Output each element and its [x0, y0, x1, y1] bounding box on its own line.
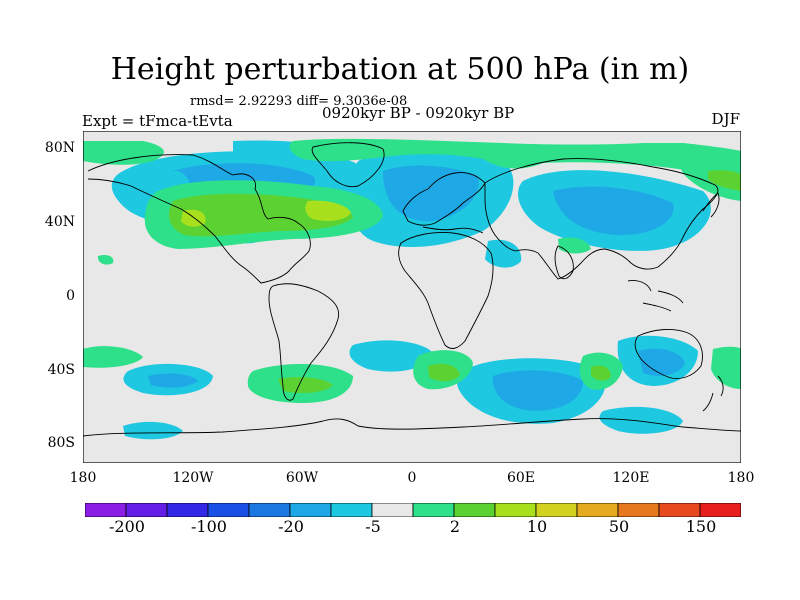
- siberia-blue-core: [553, 186, 674, 236]
- india-coast: [554, 245, 574, 280]
- south-america-green-mid: [278, 377, 333, 393]
- colorbar-cell-14: [658, 503, 701, 517]
- south-indian-blue-core: [492, 370, 583, 411]
- lon-label-180e: 180: [727, 470, 755, 486]
- south-america-coast: [268, 283, 340, 401]
- east-asia-green-mid: [708, 170, 741, 191]
- australia-coast: [634, 329, 703, 379]
- antarctic-pacific-blue: [599, 406, 683, 434]
- experiment-label: Expt = tFmca-tEvta: [82, 112, 233, 130]
- colorbar-cell-11: [535, 503, 578, 517]
- lon-label-60w: 60W: [285, 470, 319, 486]
- south-pacific-blue-1-core: [148, 373, 198, 388]
- north-america-yellow-core: [305, 200, 351, 221]
- lat-label-80s: 80S: [47, 435, 75, 451]
- africa-coast: [398, 232, 494, 349]
- colorbar-label-neg5: -5: [365, 517, 381, 536]
- colorbar-cell-4: [248, 503, 291, 517]
- greenland-coast: [311, 142, 385, 188]
- south-atlantic-green-mid: [428, 363, 460, 382]
- new-zealand-coast: [702, 375, 724, 412]
- southeast-asia-islands: [627, 280, 684, 312]
- colorbar-cell-2: [166, 503, 209, 517]
- colorbar-cell-5: [289, 503, 332, 517]
- south-pacific-green-west: [83, 346, 143, 368]
- lon-label-120e: 120E: [612, 470, 650, 486]
- colorbar-cell-13: [617, 503, 660, 517]
- lon-label-0: 0: [407, 470, 417, 486]
- colorbar-cell-12: [576, 503, 619, 517]
- arctic-west-green: [83, 141, 164, 165]
- colorbar-cell-15: [699, 503, 741, 517]
- period-label: 0920kyr BP - 0920kyr BP: [322, 104, 515, 122]
- colorbar-cell-0: [85, 503, 127, 517]
- colorbar-label-10: 10: [526, 517, 548, 536]
- colorbar-label-50: 50: [608, 517, 630, 536]
- indian-ocean-small-blue: [485, 239, 522, 268]
- negative-anomaly-regions: [111, 140, 711, 440]
- north-america-coast: [87, 154, 311, 284]
- east-pacific-small-green: [97, 254, 114, 265]
- lat-label-40s: 40S: [47, 362, 75, 378]
- lat-label-0: 0: [66, 288, 75, 304]
- coastlines: [83, 142, 741, 437]
- south-indian-green-mid: [591, 365, 611, 381]
- colorbar-cell-9: [453, 503, 496, 517]
- colorbar-cell-10: [494, 503, 537, 517]
- lat-label-40n: 40N: [44, 214, 75, 230]
- arabia-green: [558, 237, 591, 254]
- colorbar-cell-1: [125, 503, 168, 517]
- colorbar-cell-3: [207, 503, 250, 517]
- colorbar-cell-6: [330, 503, 373, 517]
- colorbar-cell-7: [371, 503, 414, 517]
- lon-label-180w: 180: [69, 470, 97, 486]
- lon-label-60e: 60E: [506, 470, 536, 486]
- asia-coast: [484, 158, 719, 280]
- colorbar-label-neg20: -20: [278, 517, 304, 536]
- europe-blue-core: [383, 165, 479, 222]
- positive-anomaly-regions: [83, 138, 741, 403]
- colorbar-label-neg200: -200: [109, 517, 145, 536]
- colorbar-label-2: 2: [449, 517, 461, 536]
- atlantic-south-blue: [349, 340, 433, 372]
- colorbar-label-150: 150: [685, 517, 717, 536]
- antarctica-coast: [83, 418, 741, 437]
- colorbar: [85, 503, 741, 517]
- colorbar-cell-8: [412, 503, 455, 517]
- lon-label-120w: 120W: [172, 470, 214, 486]
- rmsd-diff-stats: rmsd= 2.92293 diff= 9.3036e-08: [190, 94, 408, 109]
- plot-title: Height perturbation at 500 hPa (in m): [110, 52, 690, 87]
- pacific-green-east: [711, 346, 741, 389]
- south-pacific-blue-2: [123, 421, 183, 440]
- arctic-green-strip: [289, 138, 741, 173]
- height-perturbation-map: [83, 131, 741, 463]
- mediterranean-coast: [422, 226, 484, 234]
- australia-south-blue-core: [638, 348, 685, 376]
- japan-coast: [702, 192, 720, 218]
- colorbar-cells: [85, 503, 741, 517]
- season-label: DJF: [711, 110, 740, 128]
- colorbar-label-neg100: -100: [191, 517, 227, 536]
- lat-label-80n: 80N: [44, 140, 75, 156]
